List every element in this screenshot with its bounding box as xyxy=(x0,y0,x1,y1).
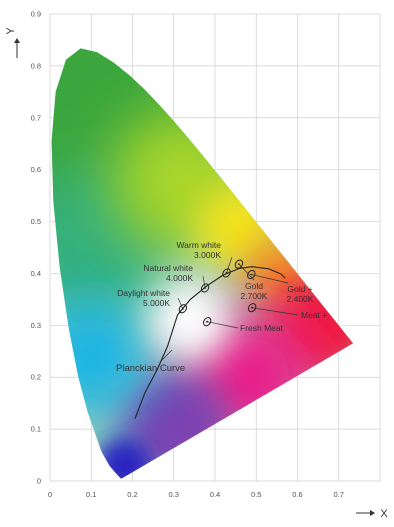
leader-warm-white xyxy=(226,256,233,274)
label-warm-white: Warm white xyxy=(176,240,221,250)
label-gold: Gold xyxy=(245,281,263,291)
point-center-gold xyxy=(238,263,240,266)
sublabel-daylight-white: 5.000K xyxy=(143,298,170,308)
y-tick-label: 0.8 xyxy=(31,61,41,70)
y-tick-label: 0.5 xyxy=(31,217,41,226)
point-center-daylight-white xyxy=(181,307,184,310)
point-meat xyxy=(247,303,257,313)
leader-daylight-white xyxy=(177,297,184,309)
point-center-fresh-meat xyxy=(206,320,209,323)
point-center-gold xyxy=(250,273,253,276)
leader-meat xyxy=(252,307,299,316)
x-axis-title: X xyxy=(380,508,388,520)
point-daylight-white xyxy=(178,304,188,314)
y-tick-label: 0.4 xyxy=(31,269,41,278)
x-tick-label: 0.6 xyxy=(292,490,302,499)
x-tick-label: 0.5 xyxy=(251,490,261,499)
leader-natural-white xyxy=(202,275,206,289)
point-center-warm-white xyxy=(225,272,228,274)
point-center-natural-white xyxy=(204,287,207,289)
point-gold xyxy=(247,269,256,280)
planckian-curve-line xyxy=(134,266,286,419)
sublabel-gold: 2.700K xyxy=(241,291,268,301)
planckian-curve-layer: Planckian Curve xyxy=(116,266,286,419)
planckian-curve-label: Planckian Curve xyxy=(116,363,185,374)
leader-gold xyxy=(251,274,289,284)
gamut-blue xyxy=(96,437,153,479)
label-natural-white: Natural white xyxy=(143,263,193,273)
y-axis-title: Y xyxy=(5,27,17,35)
x-tick-label: 0.4 xyxy=(210,490,220,499)
point-gold xyxy=(234,259,244,269)
sublabel-natural-white: 4.000K xyxy=(166,273,193,283)
gamut-cyan xyxy=(51,296,152,417)
gamut-white xyxy=(150,280,231,361)
y-tick-label: 0.6 xyxy=(31,165,41,174)
x-tick-label: 0.3 xyxy=(169,490,179,499)
x-axis-arrow-head xyxy=(370,510,375,516)
point-center-meat xyxy=(251,306,254,309)
y-tick-label: 0.7 xyxy=(31,113,41,122)
sublabel-warm-white: 3.000K xyxy=(194,250,221,260)
label-fresh-meat: Fresh Meat xyxy=(240,323,284,333)
leader-fresh-meat xyxy=(207,321,239,329)
point-natural-white xyxy=(200,283,210,293)
y-tick-label: 0.1 xyxy=(31,425,41,434)
point-fresh-meat xyxy=(202,317,212,327)
planckian-curve-leader xyxy=(159,349,173,363)
y-axis-arrow-head xyxy=(14,38,20,43)
label-meat: Meat + xyxy=(301,310,327,320)
tick-labels: 0 0.1 0.2 0.3 0.4 0.5 0.6 0.7 0 0.1 0.2 0.3 0.4 0.5 0.… xyxy=(31,10,344,500)
label-daylight-white: Daylight white xyxy=(117,288,170,298)
axis-titles: X Y xyxy=(5,27,388,520)
y-tick-label: 0.3 xyxy=(31,321,41,330)
y-tick-label: 0.2 xyxy=(31,373,41,382)
x-tick-label: 0 xyxy=(48,490,52,499)
sublabel-gold: 2.400K xyxy=(287,294,314,304)
point-warm-white xyxy=(222,268,231,278)
y-tick-label: 0.9 xyxy=(31,10,41,19)
x-tick-label: 0.1 xyxy=(86,490,96,499)
x-tick-label: 0.2 xyxy=(127,490,137,499)
label-gold: Gold + xyxy=(287,284,312,294)
y-tick-label: 0 xyxy=(37,477,41,486)
x-tick-label: 0.7 xyxy=(334,490,344,499)
